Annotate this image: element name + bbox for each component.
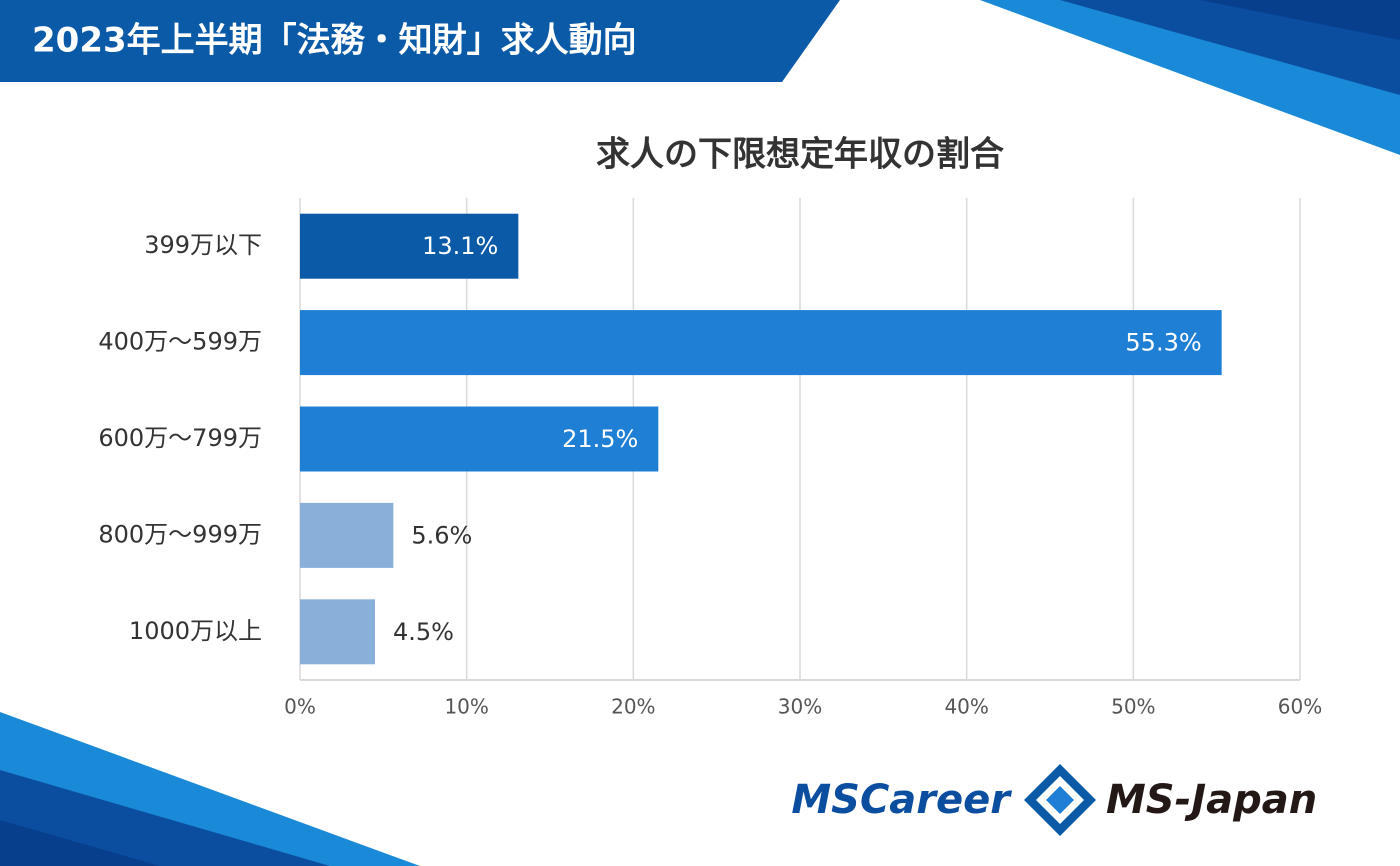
header-title: 2023年上半期「法務・知財」求人動向 [32,21,637,61]
x-tick-label: 40% [944,695,988,719]
value-label: 13.1% [422,232,498,260]
chart-title: 求人の下限想定年収の割合 [596,135,1004,175]
y-tick-label: 399万以下 [144,231,262,259]
logo-icon [1024,764,1096,836]
y-tick-label: 800万～999万 [98,520,262,548]
y-tick-label: 400万～599万 [98,328,262,356]
decor [1060,0,1400,95]
bar [300,310,1222,376]
logo: MSCareer [791,777,1012,823]
x-tick-label: 50% [1111,695,1155,719]
x-tick-label: 30% [778,695,822,719]
y-tick-label: 600万～799万 [98,424,262,452]
value-label: 4.5% [393,618,454,646]
bar [300,599,375,665]
decor [0,770,330,866]
logo: MS-Japan [1106,777,1317,823]
decor [0,820,160,866]
x-tick-label: 0% [284,695,316,719]
bar [300,406,659,472]
y-tick-label: 1000万以上 [129,617,262,645]
decor [1200,0,1400,40]
x-tick-label: 60% [1278,695,1322,719]
x-tick-label: 20% [611,695,655,719]
value-label: 5.6% [411,521,472,549]
bar [300,213,519,279]
value-label: 21.5% [562,425,638,453]
header-band [0,0,840,82]
value-label: 55.3% [1125,329,1201,357]
x-tick-label: 10% [444,695,488,719]
bar [300,502,394,568]
